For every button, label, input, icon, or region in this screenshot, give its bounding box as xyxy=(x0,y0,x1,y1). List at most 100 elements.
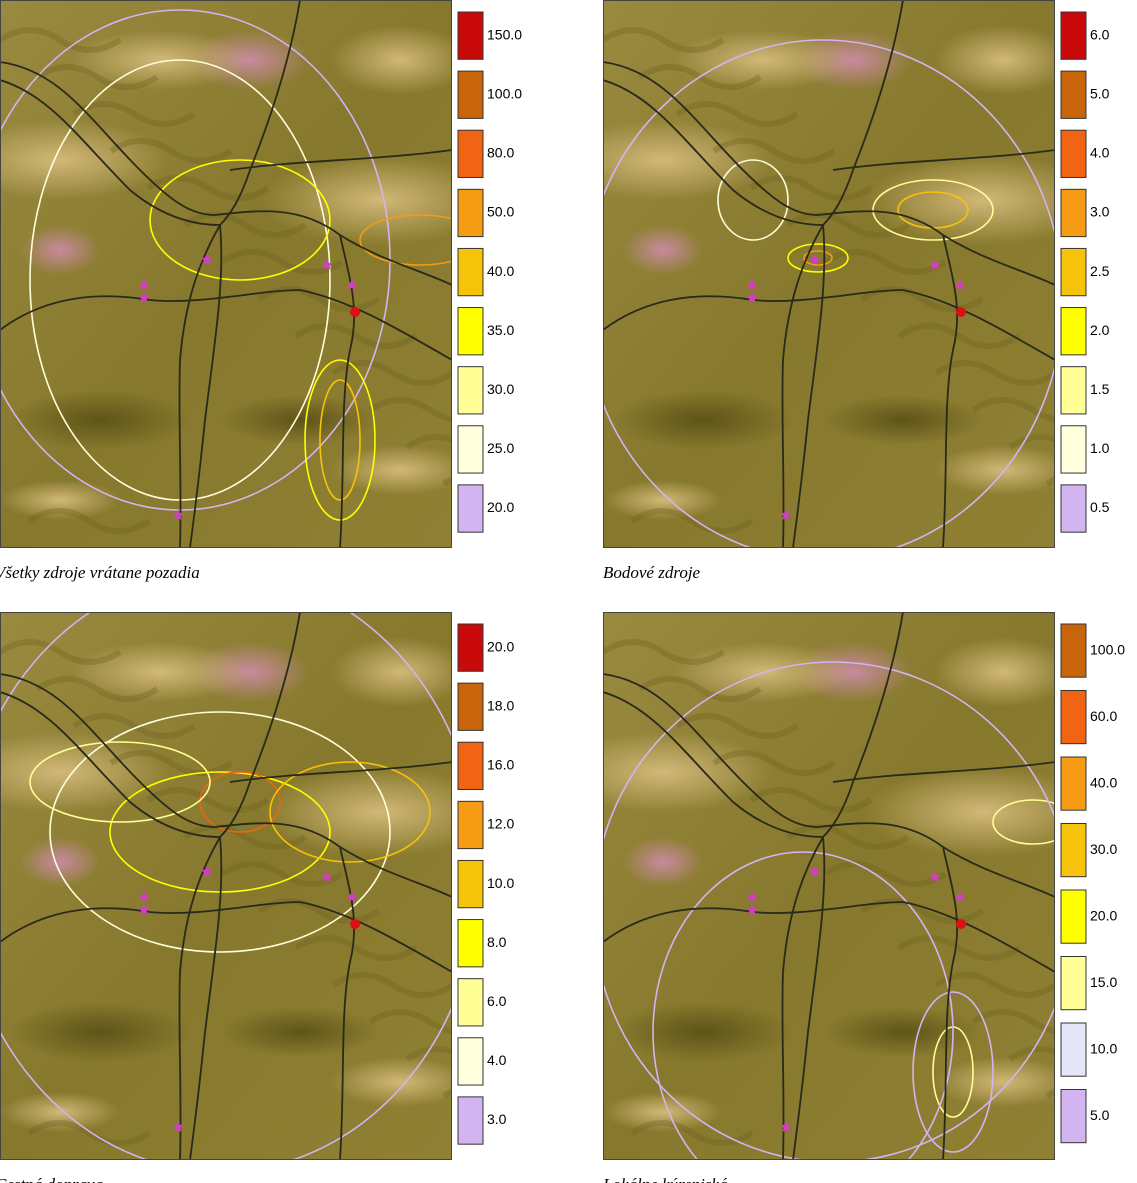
legend-swatch xyxy=(1061,308,1086,355)
legend-swatch xyxy=(458,1097,483,1144)
caption: Všetky zdroje vrátane pozadia xyxy=(0,563,200,582)
legend-swatch xyxy=(458,742,483,789)
terrain xyxy=(330,1057,470,1107)
legend-swatch xyxy=(458,801,483,848)
legend-label: 5.0 xyxy=(1090,85,1110,101)
legend-label: 18.0 xyxy=(487,697,514,713)
legend-label: 150.0 xyxy=(487,26,522,42)
terrain xyxy=(933,1057,1073,1107)
terrain xyxy=(613,390,793,450)
terrain xyxy=(70,642,250,702)
legend-label: 1.5 xyxy=(1090,381,1110,397)
legend-swatch xyxy=(1061,189,1086,236)
legend-label: 20.0 xyxy=(487,499,514,515)
legend-swatch xyxy=(1061,367,1086,414)
map xyxy=(553,0,1137,560)
legend-label: 50.0 xyxy=(487,204,514,220)
legend-label: 10.0 xyxy=(487,875,514,891)
legend-label: 6.0 xyxy=(487,993,507,1009)
station-dot xyxy=(350,307,360,317)
legend-label: 30.0 xyxy=(1090,841,1117,857)
legend-label: 30.0 xyxy=(487,381,514,397)
terrain xyxy=(70,30,250,90)
legend-swatch xyxy=(458,683,483,730)
legend-label: 100.0 xyxy=(1090,641,1125,657)
legend-swatch xyxy=(1061,1090,1086,1143)
legend-swatch xyxy=(458,12,483,59)
legend-swatch xyxy=(1061,757,1086,810)
legend-swatch xyxy=(1061,890,1086,943)
legend-label: 5.0 xyxy=(1090,1107,1110,1123)
legend-swatch xyxy=(458,426,483,473)
legend-label: 25.0 xyxy=(487,440,514,456)
legend-label: 2.0 xyxy=(1090,322,1110,338)
map xyxy=(553,612,1137,1183)
legend-label: 8.0 xyxy=(487,934,507,950)
legend-swatch xyxy=(1061,130,1086,177)
legend-label: 3.0 xyxy=(1090,204,1110,220)
station-dot xyxy=(956,919,966,929)
figure: 150.0100.080.050.040.035.030.025.020.0Vš… xyxy=(0,0,1137,1183)
terrain xyxy=(623,225,703,275)
legend-swatch xyxy=(458,71,483,118)
caption: Bodové zdroje xyxy=(603,563,701,582)
legend-label: 20.0 xyxy=(487,638,514,654)
terrain xyxy=(823,1007,983,1057)
legend-swatch xyxy=(1061,71,1086,118)
terrain xyxy=(613,1002,793,1062)
legend-label: 0.5 xyxy=(1090,499,1110,515)
legend-swatch xyxy=(458,485,483,532)
legend-swatch xyxy=(458,189,483,236)
legend-swatch xyxy=(1061,824,1086,877)
legend-label: 100.0 xyxy=(487,85,522,101)
terrain xyxy=(220,1007,380,1057)
legend-label: 1.0 xyxy=(1090,440,1110,456)
legend-label: 4.0 xyxy=(487,1052,507,1068)
panel: 100.060.040.030.020.015.010.05.0Lokálne … xyxy=(553,612,1137,1183)
terrain xyxy=(823,395,983,445)
legend-label: 4.0 xyxy=(1090,145,1110,161)
legend-swatch xyxy=(458,248,483,295)
legend-swatch xyxy=(1061,485,1086,532)
legend-swatch xyxy=(1061,12,1086,59)
legend-swatch xyxy=(1061,624,1086,677)
legend-swatch xyxy=(458,624,483,671)
caption: Lokálne kúreniská xyxy=(602,1175,728,1183)
legend-label: 15.0 xyxy=(1090,974,1117,990)
legend-label: 3.0 xyxy=(487,1111,507,1127)
panel: 6.05.04.03.02.52.01.51.00.5Bodové zdroje xyxy=(553,0,1137,582)
terrain xyxy=(673,642,853,702)
station-dot xyxy=(350,919,360,929)
terrain xyxy=(10,1002,190,1062)
legend-swatch xyxy=(458,979,483,1026)
legend-label: 40.0 xyxy=(1090,774,1117,790)
legend-swatch xyxy=(458,1038,483,1085)
terrain xyxy=(623,837,703,887)
legend-swatch xyxy=(1061,426,1086,473)
terrain xyxy=(330,637,470,707)
caption: Cestná doprava xyxy=(0,1175,103,1183)
legend-label: 40.0 xyxy=(487,263,514,279)
terrain xyxy=(553,732,773,812)
terrain xyxy=(553,120,773,200)
legend-swatch xyxy=(458,367,483,414)
legend-label: 10.0 xyxy=(1090,1040,1117,1056)
legend-label: 60.0 xyxy=(1090,708,1117,724)
terrain xyxy=(933,445,1073,495)
legend-swatch xyxy=(458,308,483,355)
legend-swatch xyxy=(458,920,483,967)
legend-label: 2.5 xyxy=(1090,263,1110,279)
panel: 20.018.016.012.010.08.06.04.03.0Cestná d… xyxy=(0,572,564,1183)
station-dot xyxy=(956,307,966,317)
legend-swatch xyxy=(458,130,483,177)
terrain xyxy=(10,390,190,450)
terrain xyxy=(20,837,100,887)
legend-swatch xyxy=(1061,957,1086,1010)
terrain xyxy=(673,30,853,90)
legend-swatch xyxy=(1061,1023,1086,1076)
terrain xyxy=(933,25,1073,95)
legend-swatch xyxy=(1061,248,1086,295)
terrain xyxy=(330,445,470,495)
panel: 150.0100.080.050.040.035.030.025.020.0Vš… xyxy=(0,0,564,582)
legend-swatch xyxy=(458,860,483,907)
